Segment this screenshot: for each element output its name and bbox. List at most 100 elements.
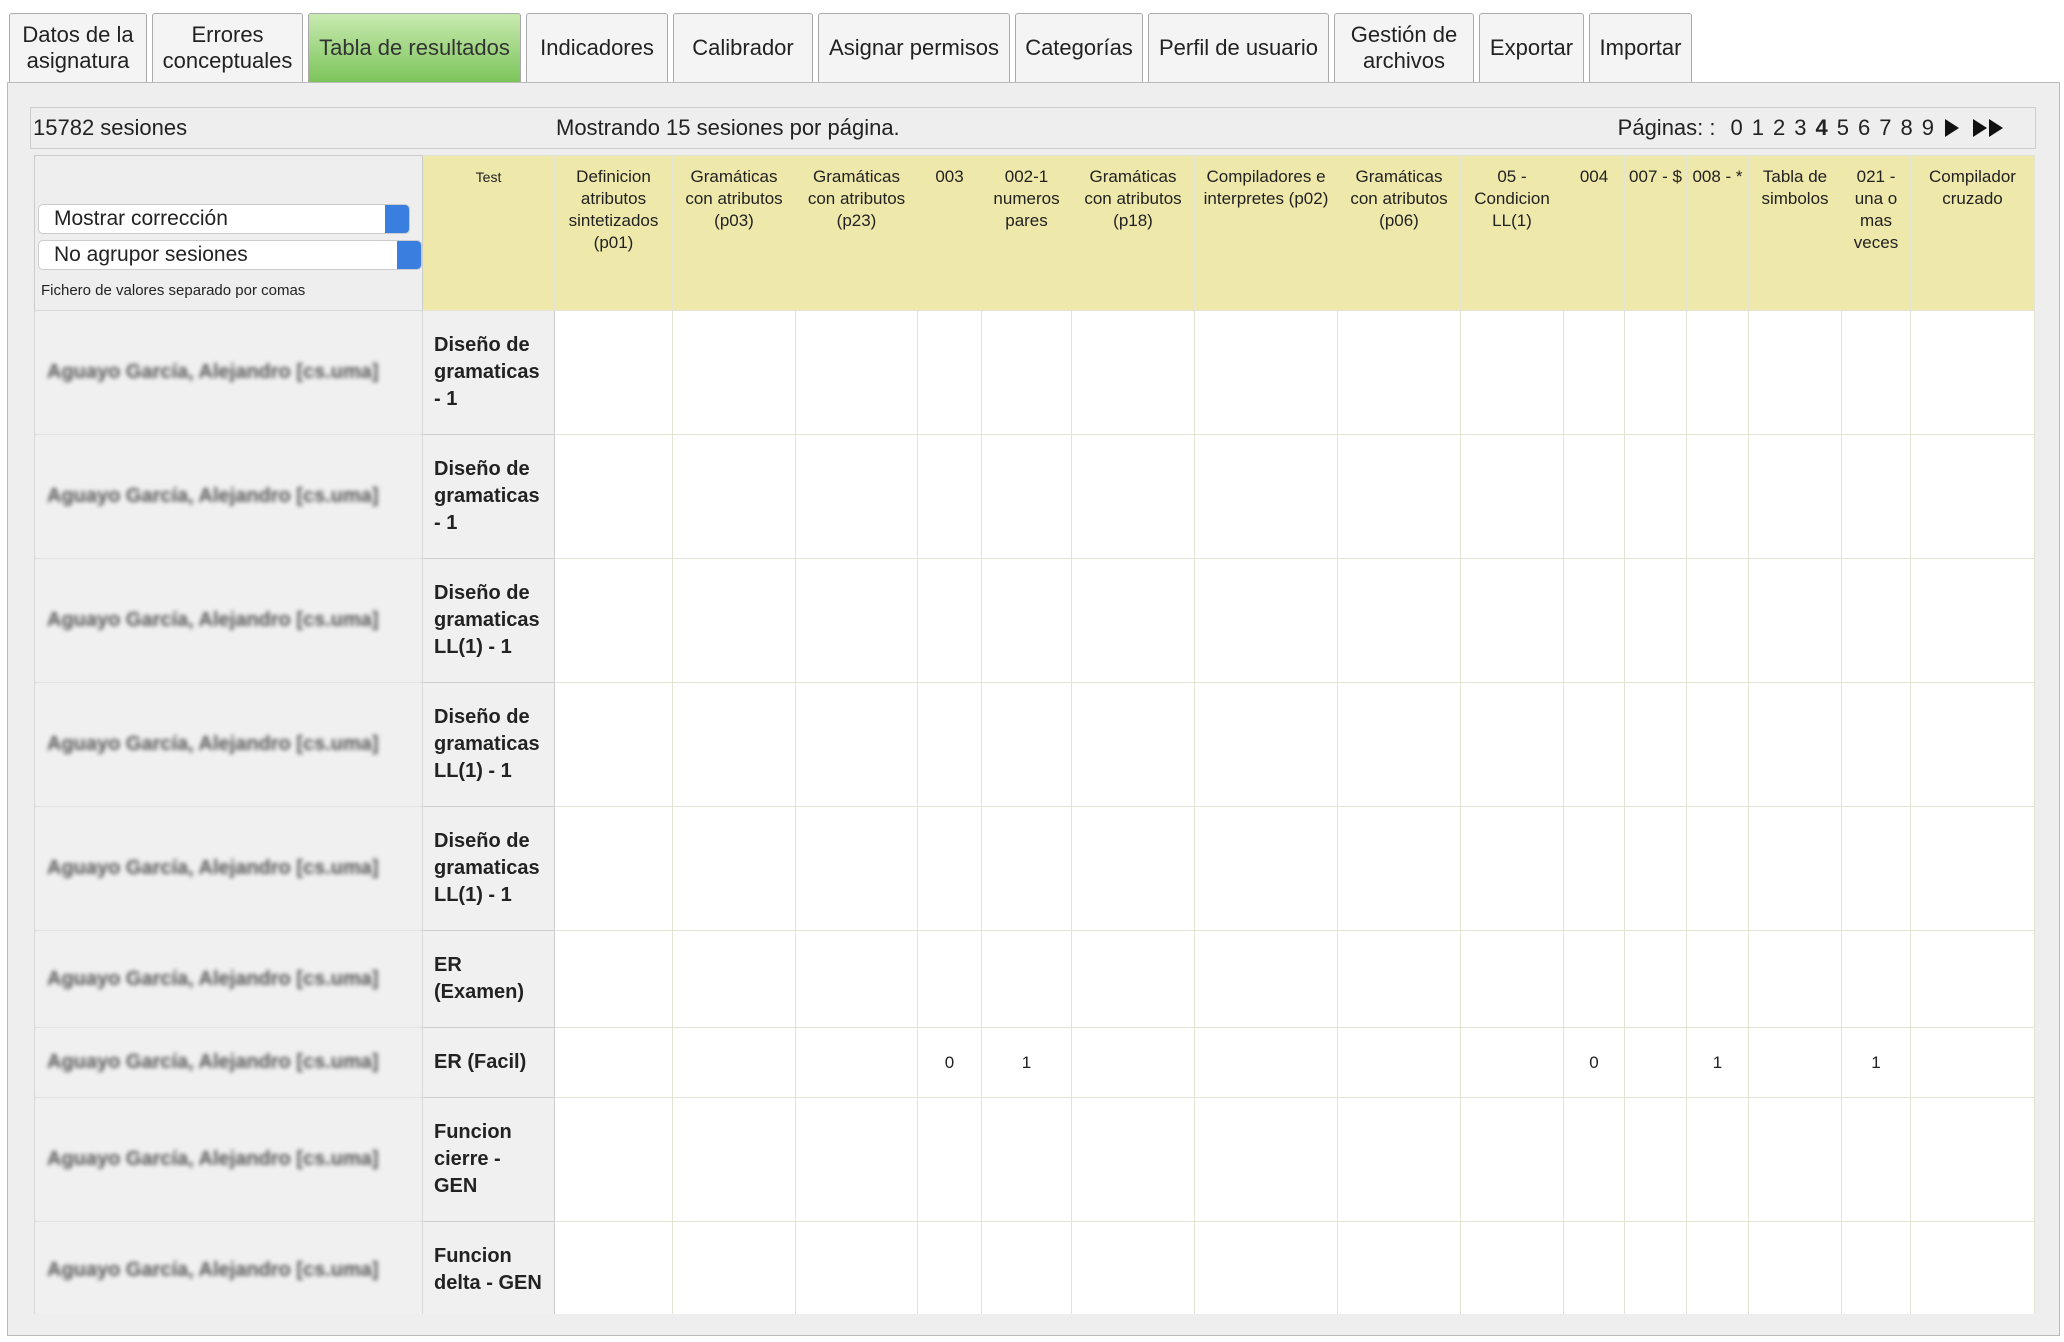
result-cell <box>1337 1027 1461 1098</box>
result-cell <box>554 682 673 807</box>
per-page: Mostrando 15 sesiones por página. <box>556 115 900 140</box>
result-cell <box>1624 1221 1687 1314</box>
table-row: Aguayo García, Alejandro [cs.uma] Diseño … <box>34 310 2035 435</box>
test-name: ER (Facil) <box>422 1027 555 1098</box>
select[interactable]: No agrupor sesiones <box>38 240 422 270</box>
tab[interactable]: Errores conceptuales <box>152 13 303 82</box>
tab[interactable]: Asignar permisos <box>818 13 1010 82</box>
column-header: Gramáticas con atributos (p18) <box>1071 155 1195 311</box>
result-cell <box>1337 558 1461 683</box>
page-link[interactable]: 8 <box>1900 115 1913 140</box>
result-cell <box>981 1221 1072 1314</box>
tab[interactable]: Gestión de archivos <box>1334 13 1474 82</box>
next-icons[interactable] <box>1943 117 2013 139</box>
result-cell <box>1337 806 1461 931</box>
page-link[interactable]: 5 <box>1836 115 1849 140</box>
result-cell <box>1910 1027 2035 1098</box>
test-name: Diseño de gramaticas - 1 <box>422 310 555 435</box>
tab[interactable]: Calibrador <box>673 13 813 82</box>
result-cell <box>1841 806 1911 931</box>
csv-link[interactable]: Fichero de valores separado por comas <box>41 282 306 299</box>
result-cell <box>1337 1221 1461 1314</box>
result-cell <box>1910 310 2035 435</box>
result-cell <box>1563 1097 1625 1222</box>
result-cell <box>1563 682 1625 807</box>
result-cell <box>1071 1221 1195 1314</box>
table-row: Aguayo García, Alejandro [cs.uma] Diseño … <box>34 558 2035 683</box>
column-header: Gramáticas con atributos (p06) <box>1337 155 1461 311</box>
tab[interactable]: Perfil de usuario <box>1148 13 1329 82</box>
page-link[interactable]: 7 <box>1879 115 1892 140</box>
result-cell <box>1686 930 1749 1028</box>
tab[interactable]: Datos de la asignatura <box>9 13 147 82</box>
result-cell <box>795 1097 918 1222</box>
result-cell <box>1910 1097 2035 1222</box>
result-cell <box>1563 434 1625 559</box>
result-cell <box>795 434 918 559</box>
page-link[interactable]: 6 <box>1858 115 1871 140</box>
result-cell <box>1337 1097 1461 1222</box>
result-cell <box>1071 1027 1195 1098</box>
tab[interactable]: Exportar <box>1479 13 1584 82</box>
result-cell <box>672 310 796 435</box>
result-cell <box>917 806 982 931</box>
result-cell <box>1910 558 2035 683</box>
result-cell <box>795 1027 918 1098</box>
page-link[interactable]: 9 <box>1921 115 1934 140</box>
test-name: Funcion delta - GEN <box>422 1221 555 1314</box>
student-name: Aguayo García, Alejandro [cs.uma] <box>34 1027 423 1098</box>
tab-bar: Datos de la asignatura Errores conceptual… <box>9 13 1692 82</box>
result-cell <box>1624 806 1687 931</box>
result-cell <box>1563 930 1625 1028</box>
result-cell <box>554 310 673 435</box>
result-cell <box>554 558 673 683</box>
page-link[interactable]: 3 <box>1794 115 1807 140</box>
pages-label: Páginas: : <box>1617 115 1716 140</box>
result-cell <box>917 558 982 683</box>
tab[interactable]: Categorías <box>1015 13 1143 82</box>
result-cell: 0 <box>917 1027 982 1098</box>
column-header: 008 - * <box>1686 155 1749 311</box>
tab[interactable]: Tabla de resultados <box>308 13 521 82</box>
result-cell <box>981 310 1072 435</box>
result-cell: 1 <box>1841 1027 1911 1098</box>
result-cell <box>672 1221 796 1314</box>
result-cell <box>1841 310 1911 435</box>
page-link[interactable]: 1 <box>1751 115 1764 140</box>
result-cell <box>1460 1097 1564 1222</box>
page-link[interactable]: 0 <box>1730 115 1743 140</box>
status-bar: 15782 sesiones Mostrando 15 sesiones por… <box>30 107 2036 149</box>
column-header: 002-1 numeros pares <box>981 155 1072 311</box>
result-cell <box>795 310 918 435</box>
result-cell <box>981 682 1072 807</box>
result-cell <box>1071 806 1195 931</box>
result-cell <box>554 1221 673 1314</box>
result-cell <box>554 1027 673 1098</box>
result-cell <box>672 806 796 931</box>
student-name: Aguayo García, Alejandro [cs.uma] <box>34 682 423 807</box>
result-cell <box>1841 434 1911 559</box>
table-row: Aguayo García, Alejandro [cs.uma] Diseño … <box>34 806 2035 931</box>
column-header: 021 - una o mas veces <box>1841 155 1911 311</box>
test-name: Diseño de gramaticas LL(1) - 1 <box>422 682 555 807</box>
result-cell <box>1748 1097 1842 1222</box>
result-cell <box>1460 806 1564 931</box>
result-cell <box>1194 1097 1338 1222</box>
result-cell <box>917 1221 982 1314</box>
result-cell <box>1194 558 1338 683</box>
result-cell <box>795 930 918 1028</box>
result-cell <box>554 806 673 931</box>
page-link[interactable]: 2 <box>1773 115 1786 140</box>
result-cell <box>554 930 673 1028</box>
result-cell <box>1194 1221 1338 1314</box>
tab[interactable]: Importar <box>1589 13 1692 82</box>
table-row: Aguayo García, Alejandro [cs.uma] Diseño … <box>34 434 2035 559</box>
student-name: Aguayo García, Alejandro [cs.uma] <box>34 1097 423 1222</box>
result-cell <box>1910 682 2035 807</box>
page-link[interactable]: 4 <box>1815 115 1828 140</box>
result-cell <box>1194 930 1338 1028</box>
column-header: 05 - Condicion LL(1) <box>1460 155 1564 311</box>
select[interactable]: Mostrar corrección <box>38 204 410 234</box>
tab[interactable]: Indicadores <box>526 13 668 82</box>
